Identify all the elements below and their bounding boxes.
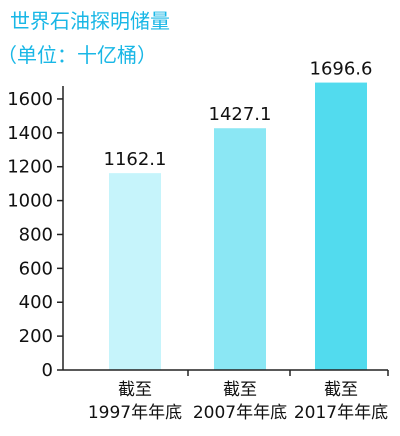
bar-value-label: 1696.6 [310,59,373,80]
y-tick-label: 800 [19,224,53,245]
bar [109,173,161,370]
bar [214,128,266,370]
x-category-label: 截至 [223,380,257,400]
y-tick-label: 0 [42,360,53,381]
y-tick-label: 1400 [7,123,53,144]
x-category-label: 1997年年底 [88,403,182,423]
y-tick-label: 600 [19,258,53,279]
x-category-label: 2007年年底 [193,403,287,423]
y-tick-label: 1200 [7,157,53,178]
bar-value-label: 1162.1 [104,149,167,170]
y-tick-label: 1000 [7,191,53,212]
x-category-label: 截至 [118,380,152,400]
y-tick-label: 1600 [7,89,53,110]
bars: 1162.1 1427.1 1696.6 [104,59,373,371]
chart-title: 世界石油探明储量 [10,9,170,33]
y-tick-label: 400 [19,292,53,313]
x-category-label: 2017年年底 [294,403,388,423]
y-axis: 0 200 400 600 800 1000 1200 1400 1600 [7,86,64,381]
bar [315,82,367,371]
chart-subtitle: （单位：十亿桶） [0,43,157,67]
x-category-label: 截至 [324,380,358,400]
y-tick-label: 200 [19,326,53,347]
bar-value-label: 1427.1 [209,104,272,125]
